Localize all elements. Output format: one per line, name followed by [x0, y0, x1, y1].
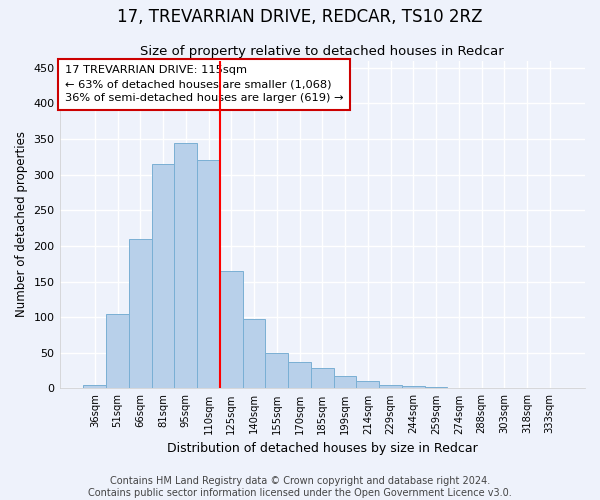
Bar [288, 362, 311, 388]
Bar [129, 238, 152, 388]
Text: 17, TREVARRIAN DRIVE, REDCAR, TS10 2RZ: 17, TREVARRIAN DRIVE, REDCAR, TS10 2RZ [117, 8, 483, 26]
Title: Size of property relative to detached houses in Redcar: Size of property relative to detached ho… [140, 45, 504, 58]
Bar [242, 320, 265, 388]
Bar [220, 271, 242, 388]
Bar [334, 376, 356, 388]
X-axis label: Distribution of detached houses by size in Redcar: Distribution of detached houses by size … [167, 442, 478, 455]
Bar [311, 368, 334, 388]
Text: Contains HM Land Registry data © Crown copyright and database right 2024.
Contai: Contains HM Land Registry data © Crown c… [88, 476, 512, 498]
Bar [356, 382, 379, 388]
Bar [152, 164, 175, 388]
Bar [425, 387, 448, 388]
Text: 17 TREVARRIAN DRIVE: 115sqm
← 63% of detached houses are smaller (1,068)
36% of : 17 TREVARRIAN DRIVE: 115sqm ← 63% of det… [65, 66, 343, 104]
Bar [379, 385, 402, 388]
Y-axis label: Number of detached properties: Number of detached properties [15, 132, 28, 318]
Bar [402, 386, 425, 388]
Bar [265, 353, 288, 388]
Bar [197, 160, 220, 388]
Bar [83, 385, 106, 388]
Bar [175, 142, 197, 388]
Bar [106, 314, 129, 388]
